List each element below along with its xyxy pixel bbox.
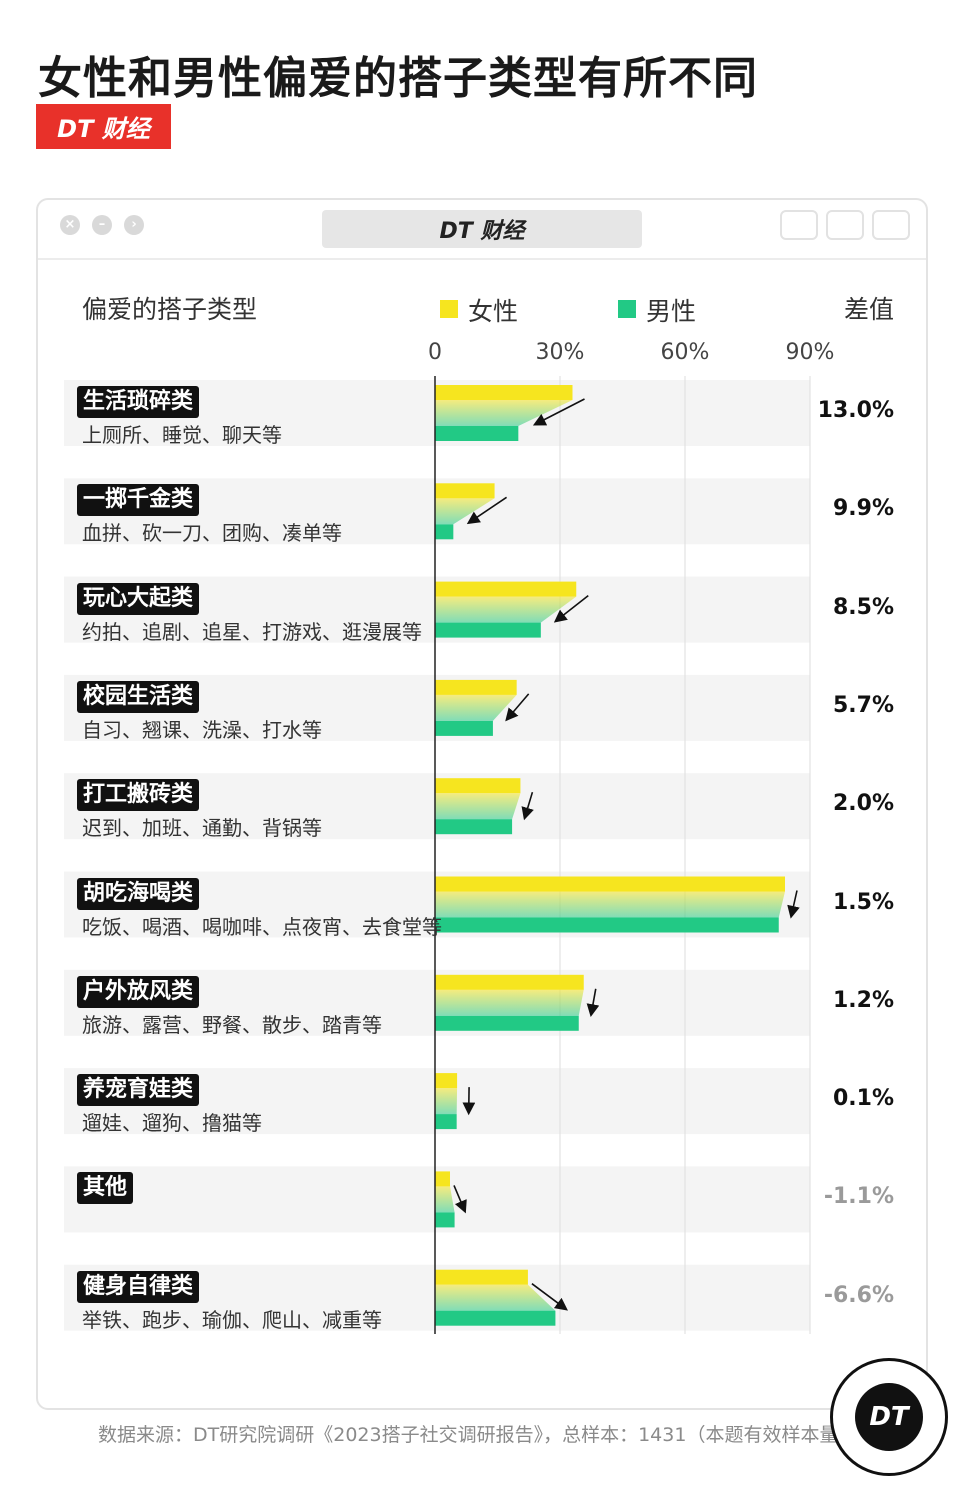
diff-value: -1.1%	[823, 1184, 894, 1210]
category-description: 旅游、露营、野餐、散步、踏青等	[82, 1012, 382, 1037]
category-description: 血拼、砍一刀、团购、凑单等	[82, 521, 342, 546]
diff-value: 0.1%	[832, 1086, 894, 1112]
category-description: 迟到、加班、通勤、背锅等	[82, 816, 322, 841]
category-name: 健身自律类	[77, 1270, 200, 1303]
legend-female-label: 女性	[468, 297, 519, 326]
expand-icon[interactable]: ›	[124, 215, 144, 235]
category-header: 偏爱的搭子类型	[82, 295, 258, 324]
category-description: 自习、翘课、洗澡、打水等	[82, 717, 322, 742]
copy-icon[interactable]	[872, 210, 910, 240]
category-description: 举铁、跑步、瑜伽、爬山、减重等	[82, 1307, 382, 1332]
legend-female-swatch	[440, 300, 458, 318]
category-name: 胡吃海喝类	[77, 877, 200, 910]
x-tick-label: 30%	[535, 340, 585, 365]
diff-value: 2.0%	[832, 791, 894, 817]
x-tick-label: 60%	[660, 340, 710, 365]
close-icon[interactable]: ×	[60, 215, 80, 235]
category-name: 户外放风类	[77, 975, 200, 1008]
category-name: 打工搬砖类	[77, 779, 200, 812]
category-description: 吃饭、喝酒、喝咖啡、点夜宵、去食堂等	[82, 914, 442, 939]
dt-logo-text: DT	[855, 1383, 923, 1451]
legend-male-swatch	[618, 300, 636, 318]
x-tick-label: 0	[428, 340, 442, 365]
category-name: 养宠育娃类	[77, 1074, 200, 1107]
headline: 女性和男性偏爱的搭子类型有所不同	[38, 53, 758, 104]
window-title: DT 财经	[322, 210, 642, 248]
legend-male-label: 男性	[646, 297, 697, 326]
diff-value: 9.9%	[832, 496, 894, 522]
category-name: 其他	[77, 1172, 134, 1205]
category-description: 上厕所、睡觉、聊天等	[82, 423, 282, 447]
diff-value: 13.0%	[817, 398, 894, 423]
category-name: 一掷千金类	[77, 484, 200, 517]
diff-header: 差值	[844, 295, 895, 324]
record-icon[interactable]	[780, 210, 818, 240]
minimize-icon[interactable]: –	[92, 215, 112, 235]
diff-value: 1.2%	[832, 987, 894, 1013]
category-name: 校园生活类	[77, 680, 200, 713]
dt-logo: DT	[830, 1358, 948, 1476]
data-source-note: 数据来源：DT研究院调研《2023搭子社交调研报告》，总样本：1431（本题有效…	[98, 1424, 913, 1446]
share-icon[interactable]	[826, 210, 864, 240]
diff-value: -6.6%	[823, 1282, 894, 1308]
diff-value: 5.7%	[832, 692, 894, 718]
diff-value: 1.5%	[832, 889, 894, 915]
category-description: 约拍、追剧、追星、打游戏、逛漫展等	[82, 619, 422, 644]
diff-value: 8.5%	[832, 594, 894, 620]
category-name: 生活琐碎类	[77, 386, 200, 418]
brand-badge: DT 财经	[36, 104, 171, 149]
window-titlebar: × – › DT 财经	[38, 200, 926, 260]
category-name: 玩心大起类	[77, 582, 200, 615]
x-tick-label: 90%	[785, 340, 835, 365]
category-description: 遛娃、遛狗、撸猫等	[82, 1111, 262, 1136]
